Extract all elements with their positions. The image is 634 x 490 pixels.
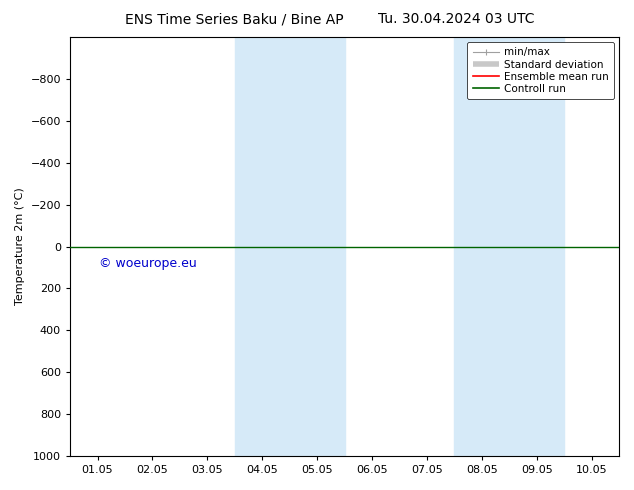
Text: Tu. 30.04.2024 03 UTC: Tu. 30.04.2024 03 UTC (378, 12, 534, 26)
Y-axis label: Temperature 2m (°C): Temperature 2m (°C) (15, 188, 25, 305)
Bar (455, 37, 564, 456)
Text: ENS Time Series Baku / Bine AP: ENS Time Series Baku / Bine AP (126, 12, 344, 26)
Legend: min/max, Standard deviation, Ensemble mean run, Controll run: min/max, Standard deviation, Ensemble me… (467, 42, 614, 99)
Bar (235, 37, 344, 456)
Text: © woeurope.eu: © woeurope.eu (99, 257, 197, 270)
